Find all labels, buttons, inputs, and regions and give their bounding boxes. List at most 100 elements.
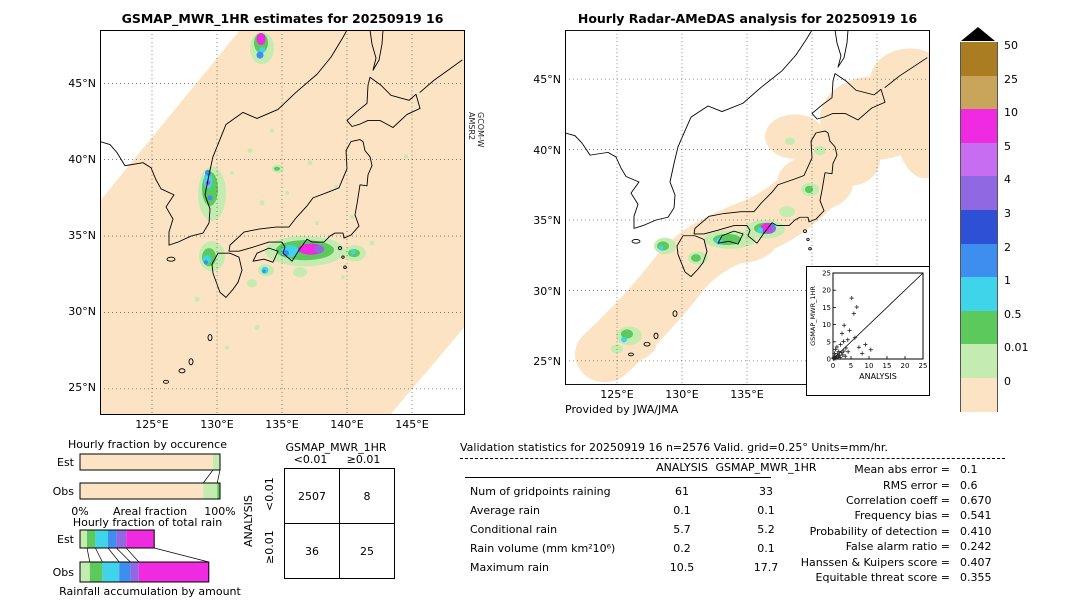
right-map-lon-tick: 125°E: [600, 388, 634, 401]
metric-value: 0.1: [960, 463, 978, 477]
totalrain-caption: Rainfall accumulation by amount: [59, 585, 241, 598]
stat-row-label: Num of gridpoints raining: [470, 485, 611, 498]
col-header: <0.01: [293, 453, 328, 466]
inset-x-tick: 5: [849, 362, 853, 370]
metric-value: 0.355: [960, 570, 992, 584]
bar-row-label: Est: [57, 456, 75, 469]
contingency-cell: 25: [339, 523, 395, 579]
metric-value: 0.670: [960, 493, 992, 507]
stat-analysis-value: 0.2: [673, 542, 691, 555]
stat-row-label: Rain volume (mm km²10⁶): [470, 542, 616, 555]
inset-x-tick: 25: [919, 362, 928, 370]
inset-x-tick: 15: [883, 362, 892, 370]
metric-label: Correlation coeff =: [846, 493, 950, 507]
bar-row-label: Obs: [53, 485, 75, 498]
row-header: ≥0.01: [263, 530, 276, 565]
inset-y-tick: 15: [822, 304, 831, 312]
colorbar-swatch: [960, 377, 998, 412]
right-map-lon-tick: 130°E: [665, 388, 699, 401]
inset-y-tick: 25: [822, 270, 831, 278]
validation-table-rows: Num of gridpoints raining 61 33 Average rai…: [465, 482, 778, 577]
inset-x-tick: 10: [865, 362, 874, 370]
contingency-cell: 36: [284, 523, 340, 579]
contingency-cell: 2507: [284, 468, 340, 524]
colorbar-swatch: [960, 42, 998, 76]
colorbar-swatch: [960, 142, 998, 177]
contingency-col-headers: <0.01 ≥0.01: [284, 453, 390, 466]
colorbar-swatch: [960, 277, 998, 311]
stat-row-label: Average rain: [470, 504, 540, 517]
validation-metrics: Mean abs error = 0.1 RMS error = 0.6 Correla…: [778, 462, 1002, 585]
scatter-inset: 0 5 10 15 20 25 0 5 10 15 20 25 ANALYSIS GSMAP_MWR_1H…: [806, 266, 930, 396]
right-map-lat-tick: 35°N: [533, 214, 561, 227]
satellite-label: GCOM-W AMSR2: [467, 112, 485, 182]
right-map-lat-tick: 40°N: [533, 144, 561, 157]
colorbar-step: 25: [960, 73, 1018, 110]
colorbar-tick-label: 2: [1004, 240, 1011, 254]
stat-analysis-value: 5.7: [673, 523, 691, 536]
data-credit: Provided by JWA/JMA: [565, 403, 679, 416]
metric-label: Equitable threat score =: [815, 570, 950, 584]
colorbar-step: 0.01: [960, 342, 1029, 378]
colorbar-tick-label: 0: [1004, 374, 1011, 388]
row-header: <0.01: [263, 477, 276, 512]
occurrence-chart-title: Hourly fraction by occurence: [68, 438, 227, 451]
colorbar-step: 0: [960, 375, 1011, 412]
spacer: [465, 461, 653, 474]
contingency-title: GSMAP_MWR_1HR: [285, 441, 387, 454]
colorbar-step: 5: [960, 140, 1011, 177]
colorbar-tick-label: 1: [1004, 274, 1011, 288]
analysis-col-header: ANALYSIS: [656, 461, 708, 474]
left-map-lat-tick: 25°N: [68, 381, 96, 394]
bar-row-label: Obs: [53, 566, 75, 579]
right-map-lat-tick: 25°N: [533, 355, 561, 368]
stat-gsmap-value: 5.2: [757, 523, 775, 536]
right-map-lon-tick: 135°E: [730, 388, 764, 401]
colorbar-step: 2: [960, 241, 1011, 278]
metric-value: 0.6: [960, 478, 978, 492]
contingency-grid: 2507 8 36 25: [284, 468, 395, 579]
colorbar-tick-label: 0.01: [1004, 341, 1029, 355]
bar-row-label: Est: [57, 533, 75, 546]
left-map-lon-tick: 130°E: [200, 418, 234, 431]
colorbar-overflow-triangle-icon: [961, 27, 995, 41]
inset-y-tick: 0: [827, 356, 831, 364]
metric-label: Frequency bias =: [854, 509, 950, 523]
metric-label: False alarm ratio =: [845, 540, 950, 554]
colorbar-tick-label: 10: [1004, 106, 1018, 120]
occurrence-bars: Est Obs: [53, 453, 221, 500]
stat-analysis-value: 0.1: [673, 504, 691, 517]
colorbar-step: 10: [960, 107, 1018, 143]
colorbar: 50 25 10 5 4 3 2 1 0.5 0.01 0: [960, 40, 1029, 412]
inset-x-tick: 20: [901, 362, 910, 370]
axis-title: Areal fraction: [112, 505, 188, 518]
metric-label: RMS error =: [883, 478, 950, 492]
colorbar-tick-label: 25: [1004, 72, 1018, 86]
totalrain-bars: Est Obs: [53, 529, 210, 583]
left-map-lon-tick: 145°E: [395, 418, 429, 431]
colorbar-swatch: [960, 75, 998, 110]
axis-min-label: 0%: [71, 505, 89, 518]
colorbar-tick-label: 0.5: [1004, 307, 1022, 321]
colorbar-swatch: [960, 176, 998, 210]
col-header: ≥0.01: [346, 453, 381, 466]
sensor-name: AMSR2: [467, 112, 476, 141]
colorbar-swatch: [960, 209, 998, 244]
gsmap-col-header: GSMAP_MWR_1HR: [715, 461, 817, 474]
left-map-lat-tick: 40°N: [68, 153, 96, 166]
contingency-side-label: ANALYSIS: [242, 495, 255, 547]
right-map-title: Hourly Radar-AMeDAS analysis for 2025091…: [577, 11, 918, 26]
colorbar-step: 4: [960, 174, 1011, 210]
colorbar-swatch: [960, 243, 998, 278]
right-map-lat-tick: 30°N: [533, 285, 561, 298]
colorbar-tick-label: 5: [1004, 139, 1011, 153]
colorbar-step: 3: [960, 207, 1011, 244]
colorbar-tick-label: 4: [1004, 173, 1011, 187]
metric-value: 0.541: [960, 509, 992, 523]
metric-value: 0.410: [960, 524, 992, 538]
colorbar-step: 1: [960, 275, 1011, 311]
stat-analysis-value: 10.5: [669, 561, 695, 574]
left-map-lat-tick: 30°N: [68, 305, 96, 318]
scatter-plot: 0 5 10 15 20 25 0 5 10 15 20 25 ANALYSIS GSMAP_MWR_1H…: [809, 270, 928, 382]
